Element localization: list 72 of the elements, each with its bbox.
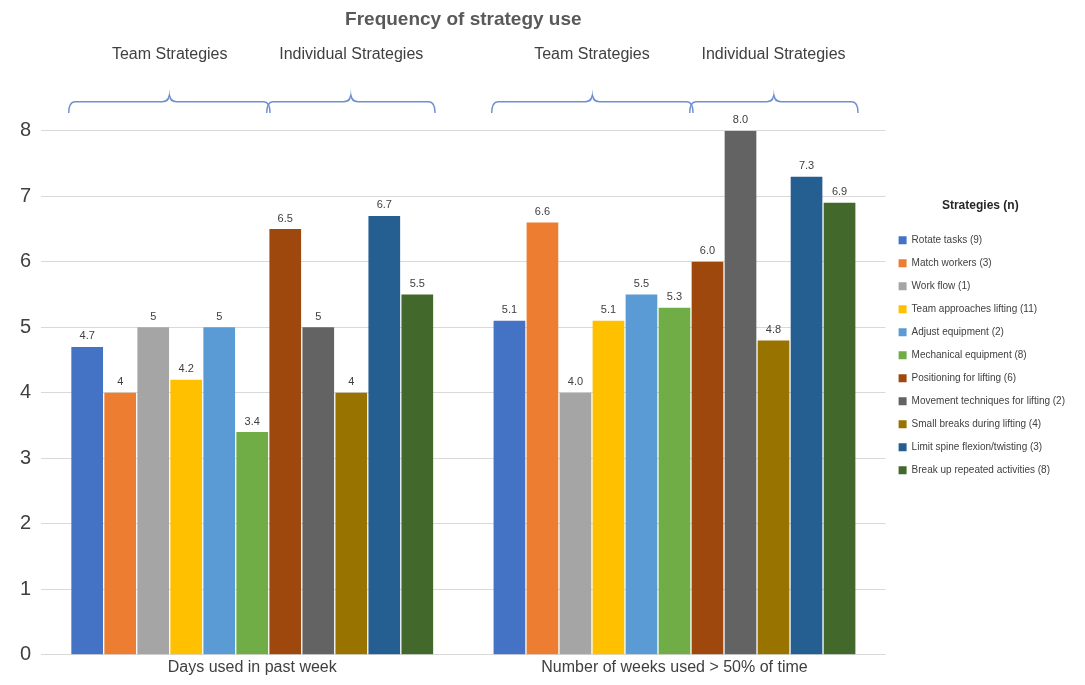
data-label: 6.0 bbox=[699, 244, 716, 257]
y-tick-label: 6 bbox=[20, 249, 32, 272]
text: Individual Strategies bbox=[701, 44, 846, 63]
data-label: 6.5 bbox=[277, 211, 293, 224]
data-label: 4.8 bbox=[765, 322, 782, 335]
data-label: 5 bbox=[315, 309, 322, 322]
chart-title: Frequency of strategy use bbox=[345, 7, 582, 29]
x-tick-label: Days used in past week bbox=[167, 657, 338, 675]
data-label: 5 bbox=[216, 309, 223, 322]
y-tick-label: 5 bbox=[20, 314, 32, 337]
legend-label: Match workers (3) bbox=[911, 256, 992, 268]
legend-label: Team approaches lifting (11) bbox=[911, 302, 1038, 314]
data-label: 8.0 bbox=[732, 113, 749, 126]
bar bbox=[137, 327, 170, 655]
legend-label: Limit spine flexion/twisting (3) bbox=[911, 440, 1043, 452]
bar bbox=[104, 392, 137, 655]
data-label: 5 bbox=[150, 309, 157, 322]
legend-label: Work flow (1) bbox=[911, 279, 971, 291]
bar bbox=[269, 229, 302, 655]
bar bbox=[658, 307, 691, 655]
bar bbox=[71, 346, 104, 655]
bar bbox=[401, 294, 434, 655]
legend-label: Mechanical equipment (8) bbox=[911, 348, 1027, 360]
bar bbox=[625, 294, 658, 655]
legend-label: Break up repeated activities (8) bbox=[911, 463, 1050, 475]
text: Team Strategies bbox=[534, 44, 650, 63]
data-label: 4 bbox=[117, 375, 124, 388]
bar bbox=[302, 327, 335, 655]
data-label: 5.3 bbox=[666, 290, 683, 303]
bar bbox=[790, 176, 823, 655]
bar bbox=[823, 202, 856, 655]
bar bbox=[236, 432, 269, 655]
data-label: 4 bbox=[348, 375, 355, 388]
data-label: 7.3 bbox=[798, 159, 815, 172]
text: Team Strategies bbox=[111, 44, 228, 63]
legend-label: Adjust equipment (2) bbox=[911, 325, 1004, 337]
data-label: 5.5 bbox=[409, 277, 425, 290]
bar bbox=[335, 392, 368, 655]
y-tick-label: 7 bbox=[20, 183, 32, 206]
bar bbox=[757, 340, 790, 655]
data-label: 6.6 bbox=[534, 205, 551, 218]
bar bbox=[526, 222, 559, 655]
data-label: 5.1 bbox=[600, 303, 617, 316]
legend-label: Small breaks during lifting (4) bbox=[911, 417, 1042, 429]
data-label: 5.5 bbox=[633, 277, 650, 290]
legend-label: Positioning for lifting (6) bbox=[911, 371, 1017, 383]
x-tick-label: Number of weeks used > 50% of time bbox=[541, 657, 808, 675]
bar bbox=[368, 215, 401, 655]
bar bbox=[203, 327, 236, 655]
text: Individual Strategies bbox=[279, 44, 424, 63]
bar bbox=[170, 379, 203, 655]
y-tick-label: 8 bbox=[20, 118, 32, 141]
y-tick-label: 4 bbox=[20, 380, 32, 403]
bar bbox=[724, 130, 757, 655]
data-label: 3.4 bbox=[244, 414, 260, 427]
data-label: 4.0 bbox=[567, 375, 584, 388]
bar bbox=[559, 392, 592, 655]
bar bbox=[493, 320, 526, 655]
data-label: 5.1 bbox=[501, 303, 518, 316]
data-label: 6.9 bbox=[831, 185, 848, 198]
data-label: 4.2 bbox=[178, 362, 194, 375]
bar bbox=[592, 320, 625, 655]
data-label: 6.7 bbox=[376, 198, 392, 211]
legend-title: Strategies (n) bbox=[941, 198, 1019, 213]
y-tick-label: 2 bbox=[20, 511, 32, 534]
legend-label: Rotate tasks (9) bbox=[911, 233, 983, 245]
bar bbox=[691, 261, 724, 655]
y-tick-label: 0 bbox=[20, 642, 32, 665]
y-tick-label: 3 bbox=[20, 445, 32, 468]
data-label: 4.7 bbox=[79, 329, 95, 342]
y-tick-label: 1 bbox=[20, 576, 32, 599]
legend-label: Movement techniques for lifting (2) bbox=[911, 394, 1065, 406]
